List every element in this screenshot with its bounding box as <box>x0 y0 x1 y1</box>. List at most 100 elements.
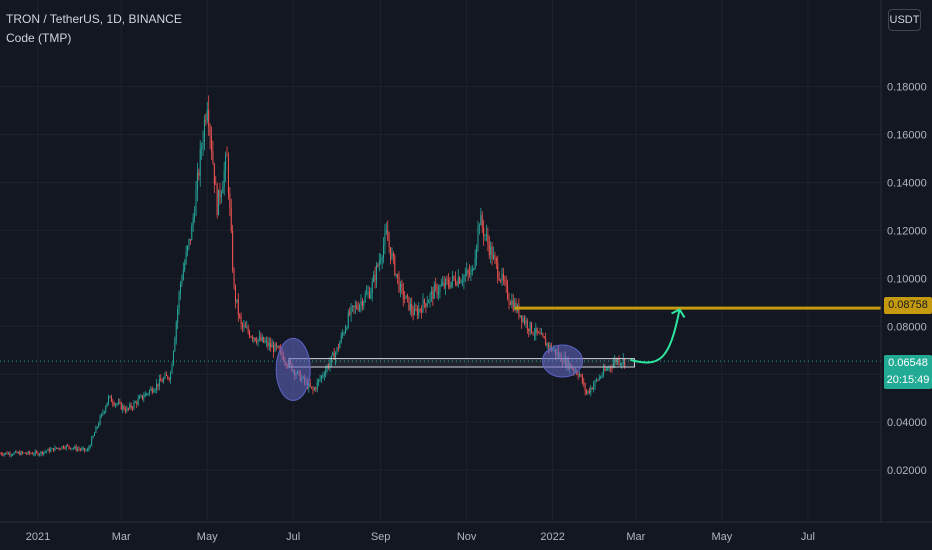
time-tick-label: Mar <box>112 531 131 543</box>
candle-body <box>165 374 167 376</box>
candle-body <box>24 452 26 454</box>
candle-body <box>220 193 222 198</box>
candle-body <box>533 334 535 336</box>
candle-body <box>601 375 603 377</box>
time-tick-label: Nov <box>457 531 477 543</box>
candle-body <box>501 273 503 281</box>
candle-body <box>432 290 434 299</box>
candle-body <box>2 454 4 456</box>
candle-body <box>31 453 33 455</box>
candle-body <box>364 294 366 302</box>
candle-body <box>522 317 524 322</box>
candle-body <box>208 109 210 127</box>
candle-body <box>161 381 163 383</box>
candle-body <box>51 448 53 450</box>
candle-body <box>0 453 1 455</box>
candle-body <box>340 335 342 343</box>
candle-body <box>586 390 588 394</box>
candle-body <box>507 284 509 299</box>
candle-body <box>178 293 180 310</box>
candle-body <box>85 450 87 452</box>
candle-body <box>467 270 469 273</box>
candle-body <box>175 322 177 339</box>
candle-body <box>459 277 461 284</box>
candle-body <box>191 225 193 241</box>
candle-body <box>227 156 229 194</box>
candle-body <box>391 253 393 259</box>
candle-body <box>143 396 145 399</box>
projection-arrow[interactable] <box>629 309 681 364</box>
candle-body <box>40 451 42 455</box>
candle-body <box>577 374 579 377</box>
indicator-label[interactable]: Code (TMP) <box>6 31 72 45</box>
candle-body <box>110 396 112 403</box>
candle-body <box>19 452 21 455</box>
candle-body <box>339 342 341 349</box>
candle-body <box>205 119 207 121</box>
candle-body <box>172 351 174 365</box>
candle-body <box>78 448 80 450</box>
candle-body <box>247 327 249 333</box>
candle-body <box>256 340 258 343</box>
candle-body <box>354 305 356 308</box>
candle-body <box>6 452 8 455</box>
currency-unit-button[interactable]: USDT <box>888 9 921 31</box>
candle-body <box>167 375 169 379</box>
price-axis[interactable]: 0.18000 0.16000 0.14000 0.12000 0.10000 0.080… <box>887 82 927 477</box>
candle-body <box>590 387 592 393</box>
candle-body <box>215 183 217 185</box>
candle-body <box>514 302 516 310</box>
candle-body <box>120 402 122 410</box>
candle-body <box>179 283 181 294</box>
candle-body <box>333 352 335 360</box>
candle-body <box>611 367 613 369</box>
candle-body <box>408 296 410 310</box>
highlight-ellipse-july[interactable] <box>275 337 311 401</box>
candle-body <box>477 226 479 247</box>
candle-body <box>82 448 84 450</box>
candle-body <box>402 287 404 299</box>
candlestick-series <box>0 95 626 458</box>
candle-body <box>346 327 348 329</box>
candle-body <box>15 451 17 453</box>
candle-body <box>418 308 420 316</box>
candle-body <box>375 265 377 281</box>
candle-body <box>117 402 119 404</box>
candle-body <box>239 314 241 317</box>
candle-body <box>336 347 338 353</box>
time-tick-label: Mar <box>626 531 645 543</box>
candle-body <box>26 453 28 455</box>
candle-body <box>580 374 582 376</box>
candle-body <box>65 445 67 449</box>
candle-body <box>584 383 586 391</box>
candle-body <box>124 409 126 412</box>
candle-body <box>579 374 581 377</box>
current-price-badge: 0.06548 20:15:49 <box>884 355 932 389</box>
candle-body <box>535 327 537 335</box>
candle-body <box>377 265 379 267</box>
candle-body <box>258 336 260 339</box>
candle-body <box>33 454 35 456</box>
highlight-ellipse-january[interactable] <box>542 344 584 378</box>
candle-body <box>368 291 370 299</box>
candle-body <box>213 163 215 184</box>
candle-body <box>436 285 438 295</box>
time-axis[interactable]: 2021 Mar May Jul Sep Nov 2022 Mar May Jul <box>26 531 815 543</box>
price-tick-label: 0.16000 <box>887 130 927 142</box>
time-tick-label: Jul <box>801 531 815 543</box>
symbol-title[interactable]: TRON / TetherUS, 1D, BINANCE <box>6 12 182 26</box>
candle-body <box>273 344 275 352</box>
candle-body <box>116 403 118 405</box>
candle-body <box>189 239 191 241</box>
candle-body <box>75 446 77 451</box>
candle-body <box>58 448 60 450</box>
candle-body <box>405 295 407 299</box>
candle-body <box>454 278 456 284</box>
candle-body <box>542 333 544 337</box>
candle-body <box>378 261 380 266</box>
candle-body <box>268 342 270 347</box>
candle-body <box>168 378 170 380</box>
candle-body <box>457 277 459 286</box>
candle-body <box>123 405 125 410</box>
